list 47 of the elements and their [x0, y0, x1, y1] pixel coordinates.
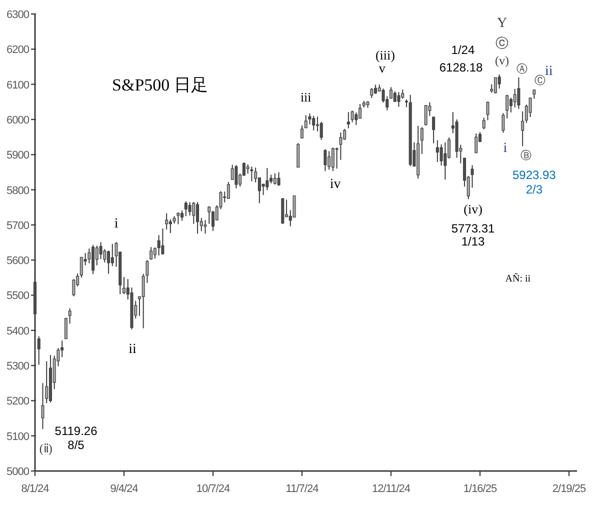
- annotation: 5923.93: [512, 168, 556, 182]
- x-tick-label: 8/1/24: [21, 483, 50, 495]
- annotation: 1/24: [451, 43, 475, 58]
- y-tick-label: 6000: [6, 114, 30, 126]
- annotation: Ⓒ: [534, 74, 546, 87]
- annotation: ii: [545, 64, 553, 80]
- annotation: (iii): [375, 48, 395, 63]
- annotation: i: [114, 216, 118, 232]
- annotation: 8/5: [68, 438, 84, 452]
- y-tick-label: 6300: [6, 9, 30, 21]
- annotation: iv: [330, 177, 341, 192]
- x-tick-label: 1/16/25: [463, 483, 497, 495]
- y-tick-label: 5900: [6, 150, 30, 162]
- annotation: (v): [495, 53, 510, 68]
- annotation: iii: [300, 90, 312, 105]
- y-tick-label: 5600: [6, 255, 30, 268]
- x-tick-label: 11/7/24: [286, 483, 319, 495]
- y-tick-label: 6100: [6, 79, 30, 92]
- annotation: v: [378, 60, 386, 76]
- y-tick-label: 5300: [6, 360, 30, 373]
- y-tick-label: 5100: [6, 430, 30, 443]
- y-tick-label: 6200: [6, 44, 30, 56]
- y-tick-label: 5500: [6, 290, 30, 302]
- annotation: ⓒ: [496, 35, 509, 50]
- x-tick-label: 12/11/24: [372, 483, 410, 495]
- annotation: Y: [497, 16, 508, 31]
- annotation: 5119.26: [54, 424, 98, 438]
- y-tick-label: 5000: [6, 466, 30, 478]
- y-tick-label: 5800: [6, 184, 30, 197]
- x-tick-label: 2/19/25: [552, 483, 586, 495]
- x-tick-label: 9/4/24: [110, 483, 138, 495]
- annotation: 5773.31: [451, 221, 495, 236]
- x-tick-label: 10/7/24: [196, 483, 230, 495]
- annotation: Ⓑ: [520, 150, 532, 162]
- title: S&P500 日足: [112, 75, 208, 94]
- y-tick-label: 5700: [6, 220, 30, 232]
- annotation: 6128.18: [439, 60, 483, 74]
- annotation: ii: [128, 342, 136, 357]
- annotation: Ⓐ: [516, 64, 528, 76]
- annotation: (ⅱ): [39, 441, 52, 456]
- annotation: 1/13: [461, 234, 485, 248]
- annotation: AÑ: ii: [505, 274, 531, 284]
- annotation: i: [503, 140, 508, 156]
- annotation: 2/3: [526, 182, 543, 196]
- y-tick-label: 5400: [6, 325, 30, 338]
- y-tick-label: 5200: [6, 396, 30, 408]
- annotation: (iv): [464, 202, 482, 217]
